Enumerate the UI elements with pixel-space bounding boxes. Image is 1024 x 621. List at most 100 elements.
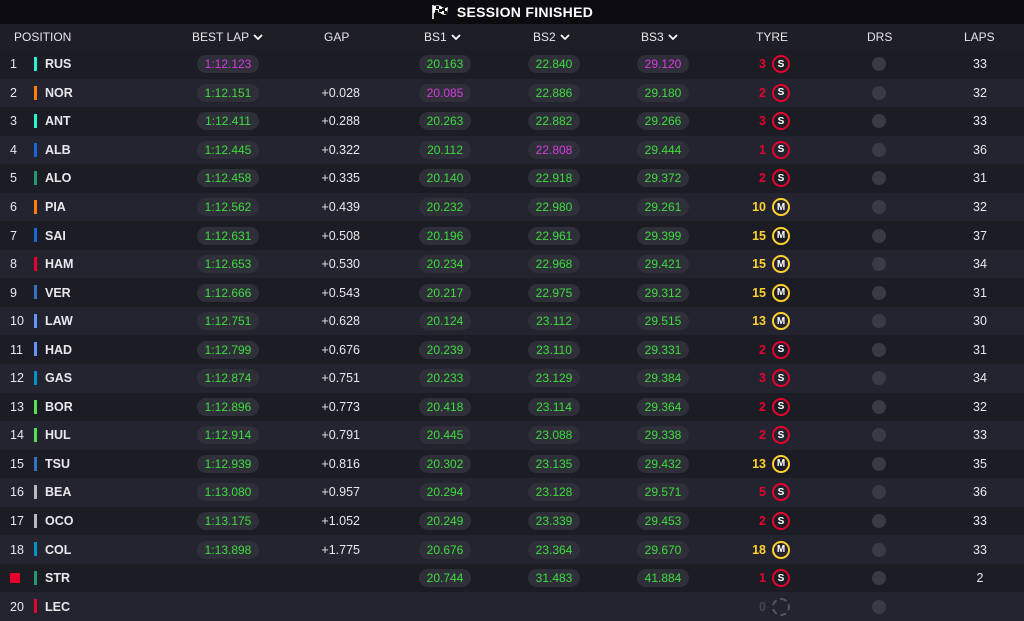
bs2-cell: 23.110 [523, 335, 585, 364]
table-row[interactable]: 4 ALB 1:12.445 +0.322 20.112 22.808 29.4… [0, 135, 1024, 165]
driver-code: LEC [45, 599, 70, 614]
bs2-time: 22.886 [527, 83, 581, 102]
table-row[interactable]: 2 NOR 1:12.151 +0.028 20.085 22.886 29.1… [0, 78, 1024, 108]
header-drs[interactable]: DRS [867, 30, 893, 44]
tyre-age: 10 [752, 200, 766, 214]
table-row[interactable]: 6 PIA 1:12.562 +0.439 20.232 22.980 29.2… [0, 192, 1024, 222]
driver-code: ALB [45, 142, 71, 157]
best-lap-cell: 1:12.751 [196, 307, 260, 336]
team-color-bar [34, 85, 37, 100]
best-lap-cell: 1:13.175 [196, 507, 260, 536]
best-time: 1:12.653 [196, 255, 260, 274]
bs2-cell: 23.364 [523, 535, 585, 564]
table-row[interactable]: 15 TSU 1:12.939 +0.816 20.302 23.135 29.… [0, 449, 1024, 479]
bs3-cell: 29.261 [632, 193, 694, 222]
laps: 33 [973, 114, 987, 129]
bs1-time: 20.263 [418, 112, 472, 131]
table-row[interactable]: 17 OCO 1:13.175 +1.052 20.249 23.339 29.… [0, 506, 1024, 536]
position: 20 [10, 599, 24, 614]
table-row[interactable]: 14 HUL 1:12.914 +0.791 20.445 23.088 29.… [0, 421, 1024, 450]
drs-indicator-icon [872, 599, 886, 614]
best-lap-cell: 1:12.445 [196, 136, 260, 165]
bs1-time: 20.233 [418, 369, 472, 388]
header-bs2[interactable]: BS2 [533, 24, 570, 50]
driver-code: HAM [45, 257, 74, 272]
bs2-cell [523, 592, 585, 621]
driver-code: SAI [45, 228, 66, 243]
table-row[interactable]: 13 BOR 1:12.896 +0.773 20.418 23.114 29.… [0, 392, 1024, 422]
drs-indicator-icon [872, 57, 886, 72]
header-tyre[interactable]: TYRE [756, 30, 789, 44]
chevron-down-icon [253, 34, 263, 41]
gap: +0.028 [321, 85, 360, 100]
team-color-bar [34, 114, 37, 129]
header-position[interactable]: POSITION [14, 30, 72, 44]
bs2-cell: 22.886 [523, 79, 585, 108]
bs3-cell: 29.372 [632, 164, 694, 193]
bs2-cell: 22.918 [523, 164, 585, 193]
tyre-cell: S [771, 507, 791, 536]
bs1-cell: 20.263 [415, 107, 475, 136]
header-laps[interactable]: LAPS [964, 30, 995, 44]
gap: +0.628 [321, 314, 360, 329]
tyre-compound-letter: S [777, 87, 785, 99]
bs1-time: 20.112 [419, 140, 471, 159]
driver-code: ANT [45, 114, 71, 129]
drs-cell [871, 421, 887, 450]
table-row[interactable]: 1 RUS 1:12.123 20.163 22.840 29.120 3 S … [0, 50, 1024, 79]
table-row[interactable]: 10 LAW 1:12.751 +0.628 20.124 23.112 29.… [0, 306, 1024, 336]
tyre-compound-letter: M [776, 258, 786, 270]
bs2-time: 23.129 [527, 369, 581, 388]
position: 17 [10, 514, 24, 529]
tyre-cell: M [771, 250, 791, 279]
gap: +1.052 [321, 514, 360, 529]
table-row[interactable]: 18 COL 1:13.898 +1.775 20.676 23.364 29.… [0, 535, 1024, 564]
bs2-time: 22.968 [527, 255, 581, 274]
tyre-cell: S [771, 164, 791, 193]
table-row[interactable]: 7 SAI 1:12.631 +0.508 20.196 22.961 29.3… [0, 221, 1024, 250]
tyre-soft-icon: S [772, 369, 790, 388]
drs-indicator-icon [872, 542, 886, 557]
laps: 32 [973, 200, 987, 214]
table-row[interactable]: 8 HAM 1:12.653 +0.530 20.234 22.968 29.4… [0, 249, 1024, 279]
team-color-bar [34, 256, 37, 271]
header-bs1[interactable]: BS1 [424, 24, 461, 50]
bs2-time: 22.918 [527, 169, 581, 188]
table-row[interactable]: 11 HAD 1:12.799 +0.676 20.239 23.110 29.… [0, 335, 1024, 365]
team-color-bar [34, 485, 37, 500]
bs1-time: 20.249 [418, 512, 472, 531]
bs3-time: 29.571 [636, 483, 690, 502]
bs3-cell: 29.384 [632, 364, 694, 393]
tyre-compound-letter: M [776, 230, 786, 242]
bs3-time: 29.670 [636, 540, 690, 559]
table-row[interactable]: 16 BEA 1:13.080 +0.957 20.294 23.128 29.… [0, 478, 1024, 507]
driver-code: HUL [45, 428, 71, 443]
bs2-cell: 22.975 [523, 278, 585, 307]
header-best-lap[interactable]: BEST LAP [192, 24, 263, 50]
tyre-compound-letter: S [777, 172, 785, 184]
table-row[interactable]: 5 ALO 1:12.458 +0.335 20.140 22.918 29.3… [0, 164, 1024, 193]
gap: +0.508 [321, 228, 360, 243]
position: 2 [10, 85, 17, 100]
bs3-time: 29.338 [636, 426, 690, 445]
table-row[interactable]: 9 VER 1:12.666 +0.543 20.217 22.975 29.3… [0, 278, 1024, 307]
tyre-cell: M [771, 450, 791, 479]
bs2-time: 22.975 [527, 283, 581, 302]
laps: 33 [973, 514, 987, 529]
header-gap[interactable]: GAP [324, 30, 350, 44]
tyre-unknown-icon [772, 597, 790, 616]
best-lap-cell: 1:12.631 [196, 221, 260, 250]
gap: +0.335 [321, 171, 360, 186]
bs3-time: 29.312 [636, 283, 690, 302]
best-lap-cell: 1:12.874 [196, 364, 260, 393]
tyre-soft-icon: S [772, 169, 790, 188]
table-row[interactable]: 3 ANT 1:12.411 +0.288 20.263 22.882 29.2… [0, 107, 1024, 136]
header-bs3[interactable]: BS3 [641, 24, 678, 50]
table-row[interactable]: 20 LEC 0 [0, 592, 1024, 621]
bs3-time: 29.120 [636, 55, 690, 74]
tyre-cell: S [771, 564, 791, 593]
table-row[interactable]: STR 20.744 31.483 41.884 1 S 2 [0, 563, 1024, 593]
tyre-soft-icon: S [772, 83, 790, 102]
bs2-cell: 23.088 [523, 421, 585, 450]
table-row[interactable]: 12 GAS 1:12.874 +0.751 20.233 23.129 29.… [0, 364, 1024, 393]
